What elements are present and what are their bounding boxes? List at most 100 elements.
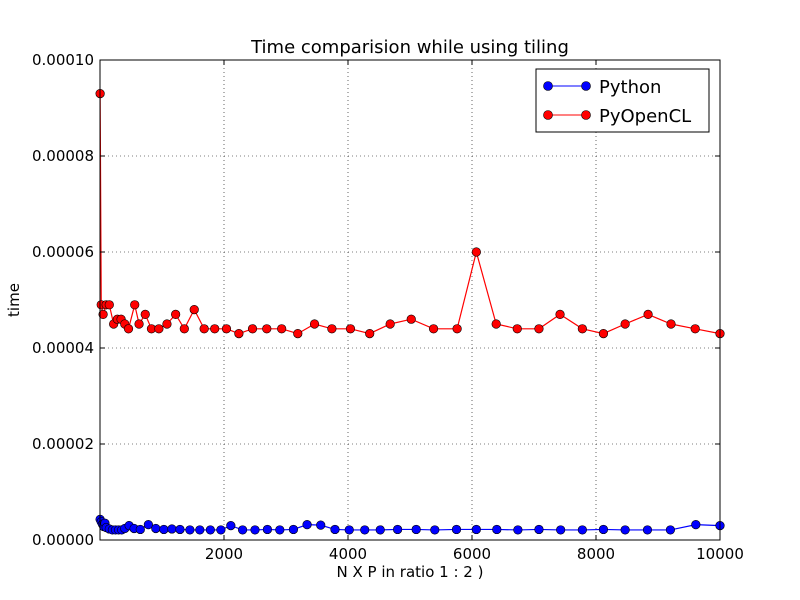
- plot-frame: [99, 59, 721, 541]
- data-point-pyopencl: [154, 324, 164, 334]
- data-point-pyopencl: [534, 324, 544, 334]
- data-point-python: [316, 520, 326, 530]
- data-point-pyopencl: [130, 300, 140, 310]
- data-point-python: [665, 525, 676, 535]
- data-point-python: [471, 524, 481, 535]
- y-tick-label: 0.00002: [32, 435, 94, 453]
- grid-lines: [100, 60, 720, 540]
- data-point-pyopencl: [140, 309, 150, 320]
- chart-title: Time comparision while using tiling: [250, 37, 569, 58]
- x-tick-label: 8000: [577, 545, 615, 563]
- data-point-pyopencl: [690, 324, 700, 334]
- data-point-pyopencl: [262, 324, 272, 334]
- data-point-pyopencl: [452, 324, 462, 334]
- data-point-python: [577, 525, 587, 535]
- data-point-pyopencl: [406, 314, 416, 324]
- data-point-pyopencl: [134, 319, 144, 329]
- data-point-python: [513, 525, 523, 535]
- x-tick-label: 6000: [453, 545, 491, 563]
- data-point-python: [226, 520, 236, 531]
- data-point-pyopencl: [162, 319, 172, 329]
- data-point-pyopencl: [210, 324, 220, 334]
- legend-marker-python: [543, 81, 553, 91]
- data-point-pyopencl: [309, 319, 320, 329]
- y-tick-label: 0.00004: [32, 339, 94, 357]
- data-point-pyopencl: [277, 324, 287, 334]
- data-point-pyopencl: [491, 319, 501, 329]
- data-point-python: [330, 524, 340, 535]
- data-point-pyopencl: [234, 329, 244, 339]
- data-point-pyopencl: [327, 324, 337, 334]
- data-point-pyopencl: [385, 319, 395, 329]
- data-point-python: [556, 525, 566, 535]
- data-point-python: [360, 525, 370, 535]
- legend-marker-pyopencl: [543, 110, 553, 120]
- x-tick-label: 4000: [329, 545, 367, 563]
- data-point-pyopencl: [247, 324, 258, 334]
- data-point-python: [288, 524, 299, 535]
- data-point-python: [691, 520, 701, 530]
- y-tick-label: 0.00008: [32, 147, 94, 165]
- data-point-python: [143, 520, 153, 530]
- data-point-python: [175, 524, 185, 535]
- data-point-python: [216, 525, 226, 535]
- x-tick-label: 10000: [696, 545, 744, 563]
- data-point-python: [393, 524, 403, 535]
- legend-label-pyopencl: PyOpenCL: [599, 106, 691, 127]
- legend-box: [535, 68, 710, 133]
- data-point-python: [411, 524, 421, 535]
- data-point-pyopencl: [598, 329, 609, 339]
- data-point-python: [642, 525, 653, 535]
- data-point-pyopencl: [98, 309, 108, 320]
- data-point-pyopencl: [512, 324, 522, 334]
- data-point-python: [167, 524, 177, 534]
- y-axis-label: time: [5, 283, 23, 317]
- legend: Python PyOpenCL: [535, 68, 710, 133]
- data-point-pyopencl: [365, 329, 375, 339]
- data-point-python: [250, 525, 260, 535]
- data-point-python: [492, 524, 502, 535]
- legend-label-python: Python: [599, 77, 661, 98]
- data-point-python: [302, 520, 312, 530]
- data-point-python: [451, 524, 462, 535]
- data-point-python: [135, 524, 145, 535]
- data-point-python: [262, 524, 273, 535]
- data-point-python: [151, 523, 161, 534]
- data-point-pyopencl: [345, 324, 356, 334]
- y-tick-label: 0.00000: [32, 531, 94, 549]
- y-tick-label: 0.00010: [32, 51, 94, 69]
- data-point-python: [195, 525, 205, 535]
- data-point-pyopencl: [471, 247, 481, 257]
- data-point-python: [159, 524, 169, 535]
- data-point-python: [534, 524, 544, 535]
- x-tick-label: 2000: [205, 545, 243, 563]
- data-point-pyopencl: [199, 324, 209, 334]
- data-point-python: [275, 525, 285, 535]
- data-point-python: [598, 524, 609, 535]
- data-point-pyopencl: [620, 319, 630, 329]
- data-point-pyopencl: [189, 305, 199, 315]
- data-point-pyopencl: [666, 319, 676, 329]
- data-point-pyopencl: [577, 324, 587, 334]
- data-point-python: [430, 525, 440, 535]
- y-tick-label: 0.00006: [32, 243, 94, 261]
- data-point-python: [375, 525, 385, 535]
- data-point-python: [205, 525, 215, 535]
- axis-ticks: 2000 4000 6000 8000 10000 0.00000 0.00002 0.000…: [32, 51, 744, 563]
- data-point-pyopencl: [221, 324, 232, 334]
- data-point-pyopencl: [123, 324, 134, 334]
- data-point-python: [344, 525, 354, 535]
- data-point-pyopencl: [555, 309, 565, 320]
- data-point-pyopencl: [428, 324, 439, 334]
- legend-marker-pyopencl: [581, 110, 591, 120]
- plot-area: [100, 60, 720, 540]
- data-point-pyopencl: [293, 329, 303, 339]
- data-point-python: [620, 525, 630, 535]
- data-point-pyopencl: [171, 309, 181, 320]
- data-point-python: [238, 525, 248, 535]
- x-axis-label: N X P in ratio 1 : 2 ): [337, 563, 484, 581]
- data-point-pyopencl: [643, 309, 653, 320]
- data-point-pyopencl: [104, 300, 114, 310]
- legend-marker-python: [581, 81, 591, 91]
